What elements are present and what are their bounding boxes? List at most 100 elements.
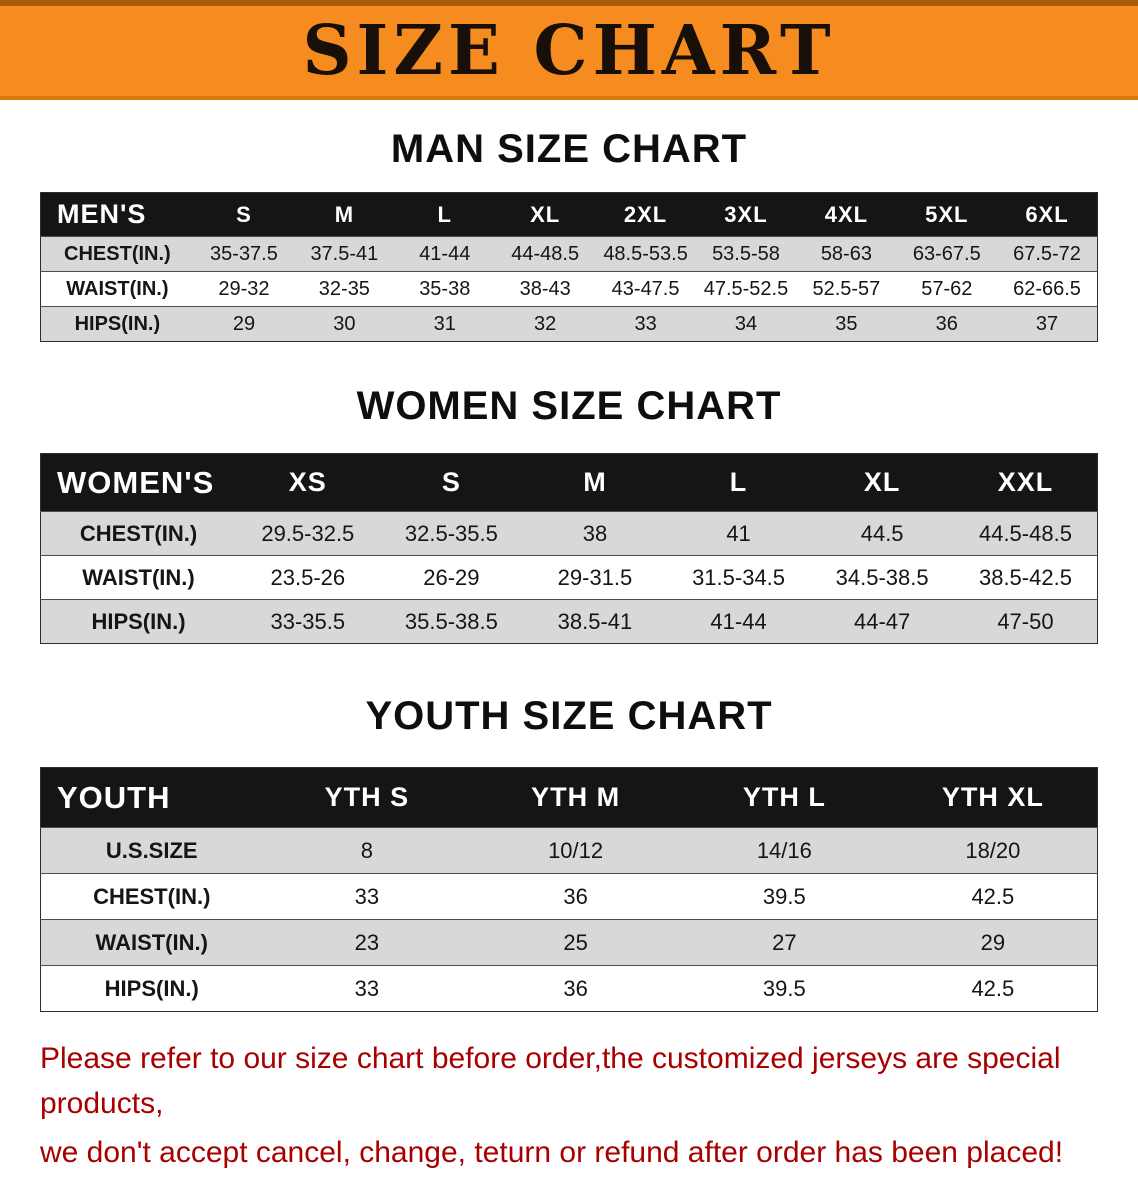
- value-cell: 37.5-41: [294, 236, 395, 272]
- youth-section-heading: YOUTH SIZE CHART: [365, 694, 773, 738]
- value-cell: 34.5-38.5: [810, 555, 954, 600]
- value-cell: 37: [997, 306, 1098, 342]
- value-cell: 41-44: [394, 236, 495, 272]
- size-label-cell: S: [193, 192, 295, 237]
- row-label-cell: CHEST(IN.): [40, 873, 263, 920]
- women-section-heading: WOMEN SIZE CHART: [356, 384, 782, 428]
- value-cell: 10/12: [471, 827, 680, 874]
- value-cell: 30: [294, 306, 395, 342]
- value-cell: 41: [666, 511, 811, 556]
- value-cell: 67.5-72: [997, 236, 1098, 272]
- row-label-cell: HIPS(IN.): [40, 306, 194, 342]
- value-cell: 31: [394, 306, 495, 342]
- value-cell: 52.5-57: [796, 271, 897, 307]
- row-label-cell: HIPS(IN.): [40, 599, 237, 644]
- table-row: CHEST(IN.) 29.5-32.5 32.5-35.5 38 41 44.5 44.5…: [40, 511, 1098, 556]
- size-label-cell: 4XL: [796, 192, 897, 237]
- row-label-cell: HIPS(IN.): [40, 965, 263, 1012]
- row-label-cell: WAIST(IN.): [40, 555, 237, 600]
- footer-note-line-2: we don't accept cancel, change, teturn o…: [40, 1136, 1064, 1169]
- size-label-cell: XXL: [953, 453, 1098, 512]
- value-cell: 32: [494, 306, 596, 342]
- value-cell: 58-63: [796, 236, 897, 272]
- value-cell: 25: [471, 919, 680, 966]
- table-row: CHEST(IN.) 35-37.5 37.5-41 41-44 44-48.5 48.5…: [40, 236, 1098, 272]
- value-cell: 38: [523, 511, 667, 556]
- row-label-cell: CHEST(IN.): [40, 511, 237, 556]
- size-label-cell: L: [666, 453, 811, 512]
- size-label-cell: L: [394, 192, 495, 237]
- size-label-cell: 6XL: [997, 192, 1098, 237]
- table-row: U.S.SIZE 8 10/12 14/16 18/20: [40, 827, 1098, 874]
- value-cell: 44.5: [810, 511, 954, 556]
- table-header-row: MEN'S S M L XL 2XL 3XL 4XL 5XL 6XL: [40, 192, 1098, 237]
- value-cell: 38.5-42.5: [953, 555, 1098, 600]
- value-cell: 38-43: [494, 271, 596, 307]
- size-label-cell: M: [294, 192, 395, 237]
- value-cell: 33: [262, 965, 472, 1012]
- youth-size-table: YOUTH YTH S YTH M YTH L YTH XL U.S.SIZE 8 10/12…: [40, 767, 1098, 1012]
- value-cell: 33: [262, 873, 472, 920]
- value-cell: 39.5: [679, 965, 889, 1012]
- value-cell: 32-35: [294, 271, 395, 307]
- value-cell: 8: [262, 827, 472, 874]
- value-cell: 35-38: [394, 271, 495, 307]
- table-row: HIPS(IN.) 29 30 31 32 33 34 35 36 37: [40, 306, 1098, 342]
- value-cell: 35.5-38.5: [379, 599, 524, 644]
- value-cell: 57-62: [896, 271, 997, 307]
- value-cell: 14/16: [679, 827, 889, 874]
- table-row: HIPS(IN.) 33-35.5 35.5-38.5 38.5-41 41-44 44-…: [40, 599, 1098, 644]
- value-cell: 35-37.5: [193, 236, 295, 272]
- footer-note: Please refer to our size chart before or…: [0, 1036, 1138, 1175]
- banner: SIZE CHART: [0, 0, 1138, 100]
- women-size-table: WOMEN'S XS S M L XL XXL CHEST(IN.) 29.5-32.5 32.5…: [40, 453, 1098, 644]
- table-header-row: YOUTH YTH S YTH M YTH L YTH XL: [40, 767, 1098, 828]
- value-cell: 44-47: [810, 599, 954, 644]
- value-cell: 33-35.5: [236, 599, 380, 644]
- size-label-cell: XL: [494, 192, 596, 237]
- row-label-cell: WAIST(IN.): [40, 919, 263, 966]
- row-label-cell: U.S.SIZE: [40, 827, 263, 874]
- value-cell: 33: [595, 306, 696, 342]
- value-cell: 41-44: [666, 599, 811, 644]
- table-row: WAIST(IN.) 23.5-26 26-29 29-31.5 31.5-34.5 34…: [40, 555, 1098, 600]
- size-label-cell: 3XL: [695, 192, 797, 237]
- value-cell: 27: [679, 919, 889, 966]
- size-label-cell: 2XL: [595, 192, 696, 237]
- men-section-heading: MAN SIZE CHART: [390, 127, 748, 171]
- value-cell: 29: [193, 306, 295, 342]
- value-cell: 29: [888, 919, 1098, 966]
- value-cell: 29-32: [193, 271, 295, 307]
- size-label-cell: 5XL: [896, 192, 997, 237]
- size-label-cell: S: [379, 453, 524, 512]
- value-cell: 38.5-41: [523, 599, 667, 644]
- value-cell: 36: [471, 873, 680, 920]
- value-cell: 42.5: [888, 873, 1098, 920]
- table-row: WAIST(IN.) 29-32 32-35 35-38 38-43 43-47.5 47.…: [40, 271, 1098, 307]
- value-cell: 23: [262, 919, 472, 966]
- table-row: HIPS(IN.) 33 36 39.5 42.5: [40, 965, 1098, 1012]
- value-cell: 35: [796, 306, 897, 342]
- value-cell: 29-31.5: [523, 555, 667, 600]
- table-row: CHEST(IN.) 33 36 39.5 42.5: [40, 873, 1098, 920]
- table-title-cell: WOMEN'S: [40, 453, 237, 512]
- value-cell: 42.5: [888, 965, 1098, 1012]
- value-cell: 44.5-48.5: [953, 511, 1098, 556]
- table-title-cell: YOUTH: [40, 767, 263, 828]
- men-size-table: MEN'S S M L XL 2XL 3XL 4XL 5XL 6XL CHEST(IN.) 35-37…: [40, 192, 1098, 342]
- size-label-cell: YTH M: [471, 767, 680, 828]
- value-cell: 44-48.5: [494, 236, 596, 272]
- value-cell: 26-29: [379, 555, 524, 600]
- value-cell: 48.5-53.5: [595, 236, 696, 272]
- value-cell: 29.5-32.5: [236, 511, 380, 556]
- value-cell: 63-67.5: [896, 236, 997, 272]
- value-cell: 43-47.5: [595, 271, 696, 307]
- size-label-cell: YTH XL: [888, 767, 1098, 828]
- page-title: SIZE CHART: [302, 11, 836, 91]
- size-label-cell: XL: [810, 453, 954, 512]
- value-cell: 32.5-35.5: [379, 511, 524, 556]
- size-label-cell: XS: [236, 453, 380, 512]
- value-cell: 36: [896, 306, 997, 342]
- value-cell: 62-66.5: [997, 271, 1098, 307]
